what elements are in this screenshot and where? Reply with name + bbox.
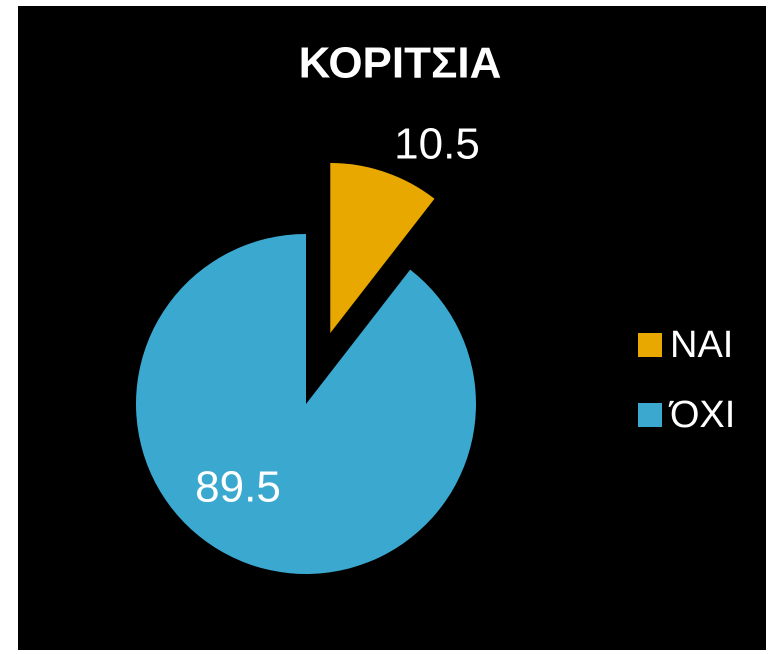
pie-slice [330, 163, 435, 334]
legend-label: ΌΧΙ [668, 394, 735, 436]
legend-swatch [638, 333, 662, 357]
pie-slice [136, 234, 477, 574]
chart-title: ΚΟΡΙΤΣΙΑ [299, 39, 502, 88]
data-label: 10.5 [394, 120, 480, 169]
legend-swatch [638, 403, 662, 427]
data-label: 89.5 [195, 463, 281, 512]
legend-label: ΝΑΙ [670, 324, 733, 366]
